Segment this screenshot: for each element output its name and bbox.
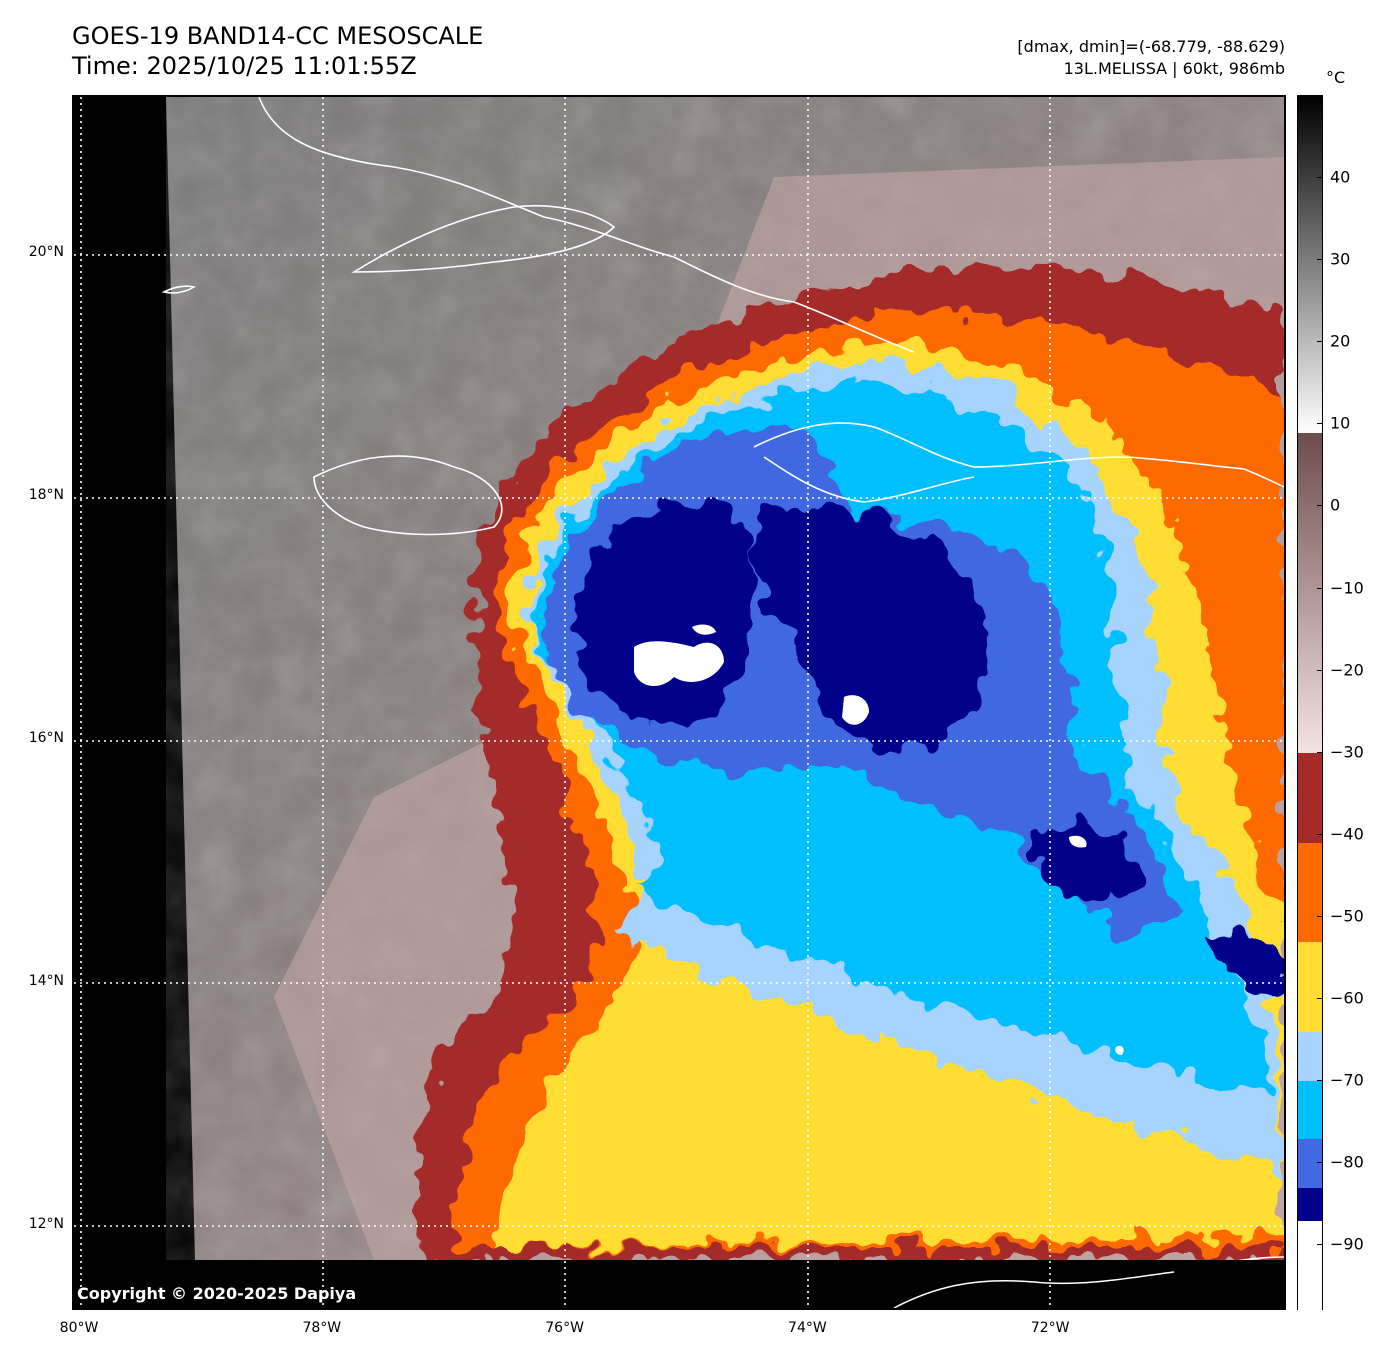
colorbar-band bbox=[1298, 1031, 1322, 1082]
colorbar-band bbox=[1298, 432, 1322, 753]
colorbar-tick-label: −60 bbox=[1330, 988, 1364, 1008]
lon-label: 80°W bbox=[59, 1320, 99, 1336]
bottom-coastline bbox=[893, 1271, 1175, 1308]
colorbar-band bbox=[1298, 843, 1322, 942]
grid-lines bbox=[74, 97, 1284, 1308]
colorbar-tick-mark bbox=[1317, 505, 1323, 507]
colorbar-tick-mark bbox=[1317, 915, 1323, 917]
colorbar-tick-label: −90 bbox=[1330, 1234, 1364, 1254]
colorbar-tick-label: 0 bbox=[1330, 495, 1341, 515]
colorbar-tick-mark bbox=[1317, 751, 1323, 753]
satellite-image bbox=[74, 97, 1284, 1308]
colorbar-tick-label: −10 bbox=[1330, 578, 1364, 598]
lat-label: 16°N bbox=[28, 729, 64, 746]
colorbar-tick-mark bbox=[1317, 1244, 1323, 1246]
colorbar-tick-label: −20 bbox=[1330, 660, 1364, 680]
colorbar-tick-label: 30 bbox=[1330, 249, 1351, 269]
storm-cloud-shield bbox=[416, 266, 1284, 1260]
overshooting-tops bbox=[634, 624, 1124, 1055]
colorbar-tick-mark bbox=[1317, 998, 1323, 1000]
colorbar-tick-mark bbox=[1317, 259, 1323, 261]
lat-label: 14°N bbox=[28, 972, 64, 989]
colorbar-tick-mark bbox=[1317, 669, 1323, 671]
colorbar-band bbox=[1298, 1220, 1322, 1311]
colorbar-tick-label: 40 bbox=[1330, 167, 1351, 187]
info-storm: 13L.MELISSA | 60kt, 986mb bbox=[1063, 59, 1285, 78]
colorbar-band bbox=[1298, 752, 1322, 844]
title-line-1: GOES-19 BAND14-CC MESOSCALE bbox=[72, 22, 484, 50]
colorbar-tick-label: −80 bbox=[1330, 1152, 1364, 1172]
bottom-no-data-strip bbox=[74, 1260, 1284, 1308]
colorbar-tick-label: 20 bbox=[1330, 331, 1351, 351]
lon-label: 74°W bbox=[788, 1320, 827, 1336]
colorbar-band bbox=[1298, 1187, 1322, 1221]
colorbar-tick-label: −70 bbox=[1330, 1070, 1364, 1090]
colorbar-tick-label: −40 bbox=[1330, 824, 1364, 844]
colorbar-tick-mark bbox=[1317, 177, 1323, 179]
colorbar-band bbox=[1298, 96, 1322, 433]
colorbar-tick-mark bbox=[1317, 833, 1323, 835]
satellite-map bbox=[72, 95, 1286, 1310]
copyright-text: Copyright © 2020-2025 Dapiya bbox=[77, 1284, 357, 1303]
colorbar-tick-mark bbox=[1317, 341, 1323, 343]
colorbar-tick-mark bbox=[1317, 1080, 1323, 1082]
colorbar-tick-label: 10 bbox=[1330, 413, 1351, 433]
info-range: [dmax, dmin]=(-68.779, -88.629) bbox=[1017, 37, 1285, 56]
colorbar-band bbox=[1298, 1138, 1322, 1188]
colorbar bbox=[1297, 95, 1323, 1311]
title-line-2: Time: 2025/10/25 11:01:55Z bbox=[72, 52, 417, 80]
colorbar-tick-mark bbox=[1317, 587, 1323, 589]
lon-label: 78°W bbox=[302, 1320, 342, 1336]
colorbar-tick-label: −30 bbox=[1330, 742, 1364, 762]
colorbar-tick-mark bbox=[1317, 1162, 1323, 1164]
colorbar-unit: °C bbox=[1326, 68, 1346, 87]
colorbar-band bbox=[1298, 941, 1322, 1032]
lon-label: 72°W bbox=[1030, 1320, 1070, 1336]
colorbar-tick-label: −50 bbox=[1330, 906, 1364, 926]
colorbar-tick-mark bbox=[1317, 423, 1323, 425]
colorbar-band bbox=[1298, 1081, 1322, 1139]
lat-label: 12°N bbox=[28, 1215, 64, 1232]
lat-label: 20°N bbox=[28, 243, 64, 260]
lat-label: 18°N bbox=[28, 486, 64, 503]
lon-label: 76°W bbox=[545, 1320, 584, 1336]
